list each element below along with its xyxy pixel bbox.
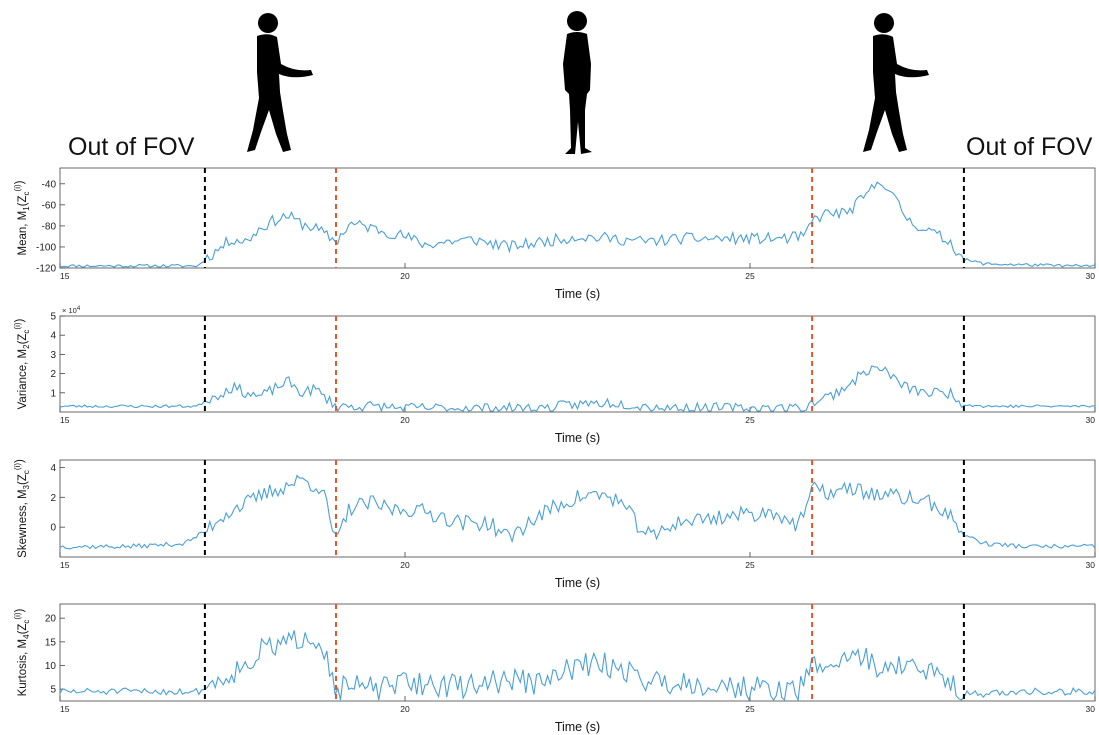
walking-person-icon <box>863 13 929 152</box>
x-tick-label: 30 <box>1086 271 1096 281</box>
y-tick-label: 20 <box>45 614 57 625</box>
plot-frame <box>59 167 1096 269</box>
x-tick-label: 15 <box>60 415 70 425</box>
x-tick-label: 15 <box>60 560 70 570</box>
people-silhouettes <box>247 11 929 154</box>
standing-person-icon <box>563 11 592 154</box>
x-tick-label: 20 <box>400 415 410 425</box>
out-of-fov-right-label: Out of FOV <box>966 133 1093 161</box>
signal-line <box>59 630 1096 702</box>
y-tick-label: 4 <box>50 331 56 342</box>
x-tick-label: 20 <box>400 704 410 714</box>
y-tick-label: -60 <box>42 200 57 211</box>
x-tick-label: 15 <box>60 271 70 281</box>
chart-panel: 0 2 4 15 20 25 30 Time (s) Skewness, M3(Zc(i)) <box>13 459 1096 590</box>
x-tick-label: 25 <box>745 560 755 570</box>
y-tick-label: -80 <box>42 221 57 232</box>
plot-frame <box>59 603 1096 702</box>
x-tick-label: 20 <box>400 560 410 570</box>
y-tick-label: 4 <box>50 463 56 474</box>
y-exponent-label: × 104 <box>62 306 81 315</box>
y-tick-label: -40 <box>42 179 57 190</box>
x-tick-label: 25 <box>745 704 755 714</box>
y-tick-label: 5 <box>50 312 56 323</box>
x-axis-label: Time (s) <box>555 576 600 590</box>
x-tick-label: 15 <box>60 704 70 714</box>
y-tick-label: 10 <box>45 661 57 672</box>
x-tick-label: 25 <box>745 271 755 281</box>
x-tick-label: 30 <box>1086 704 1096 714</box>
plot-frame <box>59 315 1096 413</box>
signal-line <box>59 474 1096 550</box>
walking-person-icon <box>247 13 313 152</box>
y-tick-label: 2 <box>50 369 56 380</box>
y-tick-label: 2 <box>50 493 56 504</box>
x-axis-label: Time (s) <box>555 720 600 734</box>
y-tick-label: 15 <box>45 637 57 648</box>
y-tick-label: -100 <box>36 242 56 253</box>
plot-frame <box>59 459 1096 558</box>
y-axis-label: Variance, M2(Zc(i)) <box>13 318 31 409</box>
x-tick-label: 25 <box>745 415 755 425</box>
y-axis-label: Mean, M1(Zc(i)) <box>13 180 31 255</box>
out-of-fov-left-label: Out of FOV <box>68 133 195 161</box>
signal-line <box>59 365 1096 413</box>
chart-panel: 1 2 3 4 5 15 20 25 30 Time (s) Variance, M2(Zc(i))… <box>13 306 1096 445</box>
x-tick-label: 30 <box>1086 415 1096 425</box>
x-axis-label: Time (s) <box>555 431 600 445</box>
x-tick-label: 30 <box>1086 560 1096 570</box>
y-tick-label: -120 <box>36 264 56 275</box>
y-axis-label: Skewness, M3(Zc(i)) <box>13 459 31 558</box>
y-tick-label: 1 <box>50 388 56 399</box>
y-tick-label: 5 <box>50 685 56 696</box>
x-tick-label: 20 <box>400 271 410 281</box>
signal-line <box>59 181 1096 268</box>
y-tick-label: 3 <box>50 350 56 361</box>
x-axis-label: Time (s) <box>555 287 600 301</box>
chart-panel: 5 10 15 20 15 20 25 30 Time (s) Kurtosis, M4(Zc(i… <box>13 603 1096 734</box>
y-tick-label: 0 <box>50 523 56 534</box>
chart-panel: -120 -100 -80 -60 -40 15 20 25 30 Time (s) Mean, M… <box>13 167 1096 301</box>
y-axis-label: Kurtosis, M4(Zc(i)) <box>13 608 31 696</box>
